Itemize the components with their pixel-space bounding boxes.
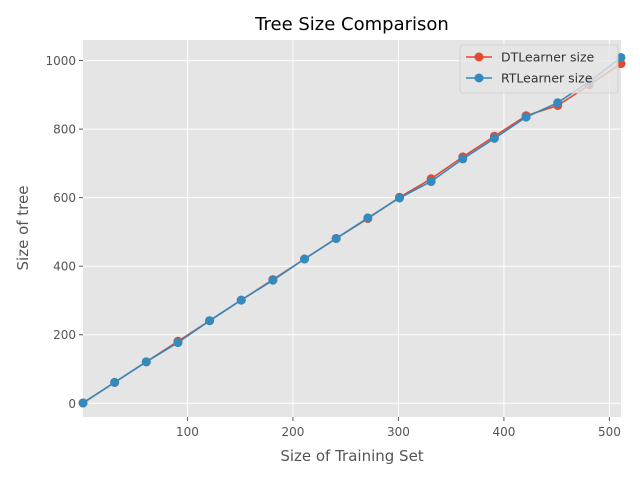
x-axis-ticks: 100 200 300 400 500 bbox=[176, 417, 621, 439]
x-tick-label: 500 bbox=[598, 425, 621, 439]
y-tick-label: 0 bbox=[68, 397, 76, 411]
y-tick-label: 400 bbox=[53, 260, 76, 274]
rtlearner-size-point bbox=[553, 98, 563, 108]
y-axis-ticks: 0 200 400 600 800 1000 bbox=[45, 54, 83, 411]
rtlearner-size-point bbox=[458, 154, 468, 164]
legend-item-rtlearner-size: RTLearner size bbox=[466, 71, 593, 86]
rtlearner-size-point bbox=[205, 316, 215, 326]
rtlearner-size-point bbox=[426, 177, 436, 187]
rtlearner-size-point bbox=[141, 357, 151, 367]
y-tick-label: 800 bbox=[53, 123, 76, 137]
rtlearner-size-point bbox=[616, 52, 626, 62]
rtlearner-size-point bbox=[78, 398, 88, 408]
legend-label-dtlearner-size: DTLearner size bbox=[501, 50, 595, 65]
x-axis-label: Size of Training Set bbox=[280, 447, 423, 465]
legend-marker-dtlearner-size bbox=[474, 52, 484, 62]
legend: DTLearner size RTLearner size bbox=[459, 44, 619, 94]
y-tick-label: 200 bbox=[53, 328, 76, 342]
legend-label-rtlearner-size: RTLearner size bbox=[501, 71, 593, 86]
rtlearner-size-point bbox=[173, 338, 183, 348]
rtlearner-size-point bbox=[363, 213, 373, 223]
rtlearner-size-point bbox=[521, 112, 531, 122]
rtlearner-size-point bbox=[489, 133, 499, 143]
rtlearner-size-point bbox=[268, 275, 278, 285]
rtlearner-size-point bbox=[110, 377, 120, 387]
chart-title: Tree Size Comparison bbox=[254, 14, 449, 35]
rtlearner-size-point bbox=[331, 233, 341, 243]
rtlearner-size-point bbox=[236, 295, 246, 305]
y-tick-label: 1000 bbox=[45, 54, 76, 68]
x-tick-label: 200 bbox=[281, 425, 304, 439]
legend-box bbox=[459, 44, 619, 94]
x-tick-label: 300 bbox=[387, 425, 410, 439]
x-tick-label: 100 bbox=[176, 425, 199, 439]
legend-item-dtlearner-size: DTLearner size bbox=[466, 50, 595, 65]
series-layer bbox=[78, 52, 626, 408]
legend-marker-rtlearner-size bbox=[474, 73, 484, 83]
dtlearner-size-point bbox=[616, 59, 626, 69]
rtlearner-size-line bbox=[82, 56, 622, 404]
y-axis-label: Size of tree bbox=[14, 186, 32, 271]
rtlearner-size-point bbox=[300, 254, 310, 264]
x-tick-label: 400 bbox=[492, 425, 515, 439]
y-tick-label: 600 bbox=[53, 191, 76, 205]
rtlearner-size-point bbox=[394, 193, 404, 203]
